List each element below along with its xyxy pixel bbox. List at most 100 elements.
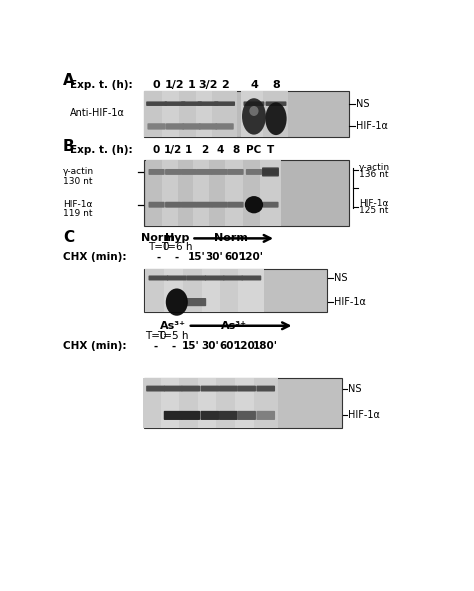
Bar: [198, 378, 222, 428]
Text: 15': 15': [182, 341, 200, 351]
Bar: [235, 378, 259, 428]
Bar: [238, 269, 264, 312]
Bar: [144, 269, 328, 312]
FancyBboxPatch shape: [237, 411, 256, 420]
Text: As³⁺: As³⁺: [160, 321, 186, 331]
Text: 8: 8: [232, 145, 239, 155]
Bar: [162, 160, 184, 226]
FancyBboxPatch shape: [182, 411, 200, 420]
Bar: [146, 269, 172, 312]
Text: T=0: T=0: [145, 331, 166, 341]
FancyBboxPatch shape: [146, 385, 165, 391]
FancyBboxPatch shape: [215, 124, 234, 129]
FancyBboxPatch shape: [265, 102, 286, 106]
Text: NS: NS: [348, 384, 362, 394]
Text: HIF-1α: HIF-1α: [334, 297, 365, 307]
Bar: [144, 378, 342, 428]
Text: 125 nt: 125 nt: [359, 206, 388, 215]
Text: NS: NS: [334, 273, 347, 283]
Ellipse shape: [249, 106, 258, 116]
FancyBboxPatch shape: [246, 169, 262, 175]
Text: PC: PC: [246, 145, 262, 155]
Text: -: -: [171, 341, 175, 351]
Bar: [183, 269, 210, 312]
Ellipse shape: [265, 102, 287, 135]
Ellipse shape: [245, 196, 263, 213]
Text: 130 nt: 130 nt: [63, 177, 92, 186]
Text: 1: 1: [185, 145, 192, 155]
Text: Norm: Norm: [142, 233, 175, 243]
Bar: [260, 160, 282, 226]
Bar: [264, 92, 289, 137]
Bar: [163, 92, 187, 137]
FancyBboxPatch shape: [219, 385, 237, 391]
FancyBboxPatch shape: [212, 202, 228, 207]
FancyBboxPatch shape: [166, 124, 184, 129]
Text: 1/2: 1/2: [165, 80, 185, 90]
Text: 180': 180': [253, 341, 278, 351]
FancyBboxPatch shape: [167, 275, 187, 281]
Text: γ-actin: γ-actin: [359, 163, 390, 172]
FancyBboxPatch shape: [182, 124, 201, 129]
Text: 120': 120': [239, 252, 264, 262]
Text: γ-actin: γ-actin: [63, 167, 94, 177]
Text: 1: 1: [188, 80, 195, 90]
Text: 8: 8: [272, 80, 280, 90]
Text: CHX (min):: CHX (min):: [63, 252, 127, 262]
FancyBboxPatch shape: [148, 275, 168, 281]
Text: Hyp: Hyp: [164, 233, 189, 243]
FancyBboxPatch shape: [147, 124, 166, 129]
FancyBboxPatch shape: [262, 167, 279, 177]
FancyBboxPatch shape: [198, 102, 219, 106]
Text: HIF-1α: HIF-1α: [356, 121, 388, 131]
Text: 0: 0: [153, 80, 160, 90]
Bar: [225, 160, 246, 226]
Text: Exp. t. (h):: Exp. t. (h):: [70, 145, 133, 155]
FancyBboxPatch shape: [228, 202, 244, 207]
FancyBboxPatch shape: [148, 169, 164, 175]
Bar: [212, 92, 237, 137]
Text: -: -: [154, 341, 158, 351]
Bar: [220, 269, 246, 312]
Bar: [144, 378, 167, 428]
FancyBboxPatch shape: [164, 385, 182, 391]
Text: 1/2: 1/2: [164, 145, 182, 155]
Text: 30': 30': [206, 252, 224, 262]
FancyBboxPatch shape: [256, 385, 275, 391]
Text: C: C: [63, 230, 74, 245]
FancyBboxPatch shape: [199, 124, 217, 129]
Bar: [179, 92, 204, 137]
Text: HIF-1α: HIF-1α: [348, 410, 380, 420]
Text: T=5 h: T=5 h: [157, 331, 189, 341]
Bar: [201, 269, 228, 312]
FancyBboxPatch shape: [244, 102, 264, 106]
Text: 15': 15': [187, 252, 205, 262]
FancyBboxPatch shape: [201, 385, 219, 391]
Text: T=6 h: T=6 h: [161, 242, 192, 252]
Text: 4: 4: [250, 80, 258, 90]
FancyBboxPatch shape: [196, 169, 212, 175]
Bar: [164, 269, 190, 312]
FancyBboxPatch shape: [212, 169, 228, 175]
Ellipse shape: [242, 98, 266, 135]
Text: -: -: [156, 252, 161, 262]
Text: 136 nt: 136 nt: [359, 170, 388, 178]
Text: 119 nt: 119 nt: [63, 209, 92, 218]
FancyBboxPatch shape: [146, 102, 167, 106]
Text: 60': 60': [219, 341, 237, 351]
FancyBboxPatch shape: [263, 202, 279, 207]
Text: 2: 2: [201, 145, 208, 155]
FancyBboxPatch shape: [263, 169, 279, 175]
FancyBboxPatch shape: [196, 202, 212, 207]
FancyBboxPatch shape: [181, 102, 202, 106]
Text: CHX (min):: CHX (min):: [63, 341, 127, 351]
Text: B: B: [63, 139, 74, 154]
Bar: [216, 378, 240, 428]
FancyBboxPatch shape: [164, 102, 185, 106]
Text: 2: 2: [221, 80, 228, 90]
FancyBboxPatch shape: [181, 169, 197, 175]
FancyBboxPatch shape: [181, 202, 197, 207]
Text: T=0: T=0: [148, 242, 169, 252]
Text: 3/2: 3/2: [198, 80, 218, 90]
Text: Anti-HIF-1α: Anti-HIF-1α: [70, 108, 125, 118]
